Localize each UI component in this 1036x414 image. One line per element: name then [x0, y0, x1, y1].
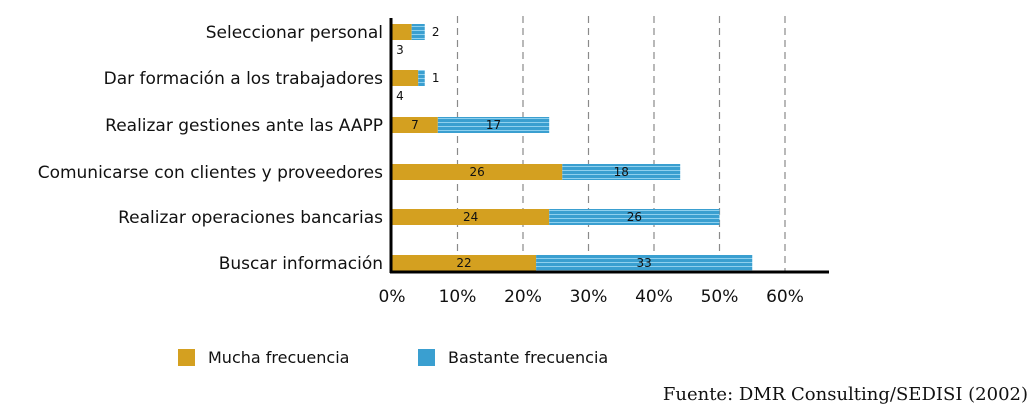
legend-swatch — [178, 349, 195, 366]
x-tick-label: 20% — [504, 287, 542, 307]
data-label: 33 — [637, 256, 652, 270]
bar-segment — [411, 24, 425, 40]
x-tick-label: 30% — [570, 287, 608, 307]
data-label: 4 — [396, 89, 404, 103]
data-label: 3 — [396, 43, 404, 57]
bar-segment — [392, 255, 537, 271]
x-tick-label: 50% — [701, 287, 739, 307]
data-label: 26 — [470, 165, 485, 179]
category-labels: Seleccionar personal Dar formación a los … — [38, 23, 383, 274]
legend-label: Bastante frecuencia — [448, 348, 608, 367]
category-label: Realizar gestiones ante las AAPP — [105, 116, 383, 136]
legend: Mucha frecuencia Bastante frecuencia — [178, 348, 608, 367]
bar-segment — [562, 164, 681, 180]
bar-segment — [392, 164, 563, 180]
x-tick-label: 60% — [766, 287, 804, 307]
category-label: Buscar información — [219, 254, 383, 274]
data-label: 22 — [456, 256, 471, 270]
bar-segment — [392, 117, 438, 133]
data-label: 26 — [627, 210, 642, 224]
bar-segment — [392, 70, 419, 86]
x-axis-ticks: 0% 10% 20% 30% 40% 50% 60% — [379, 287, 804, 307]
bar-segment — [549, 209, 720, 225]
category-label: Dar formación a los trabajadores — [104, 69, 383, 89]
legend-swatch — [418, 349, 435, 366]
bar-segment — [418, 70, 425, 86]
category-label: Realizar operaciones bancarias — [118, 208, 383, 228]
x-tick-label: 40% — [635, 287, 673, 307]
bar-segment — [392, 24, 412, 40]
source-note: Fuente: DMR Consulting/SEDISI (2002) — [662, 384, 1028, 405]
data-label: 18 — [614, 165, 629, 179]
bar-segment — [536, 255, 753, 271]
bar-segment — [437, 117, 550, 133]
data-label: 1 — [432, 71, 440, 85]
data-label: 2 — [432, 25, 440, 39]
category-label: Comunicarse con clientes y proveedores — [38, 163, 383, 183]
data-label: 24 — [463, 210, 478, 224]
grid-lines — [456, 16, 786, 272]
x-tick-label: 10% — [439, 287, 477, 307]
legend-label: Mucha frecuencia — [208, 348, 349, 367]
data-label: 17 — [486, 118, 501, 132]
bar-segment — [392, 209, 550, 225]
data-label: 7 — [411, 118, 419, 132]
category-label: Seleccionar personal — [206, 23, 383, 43]
x-tick-label: 0% — [379, 287, 406, 307]
